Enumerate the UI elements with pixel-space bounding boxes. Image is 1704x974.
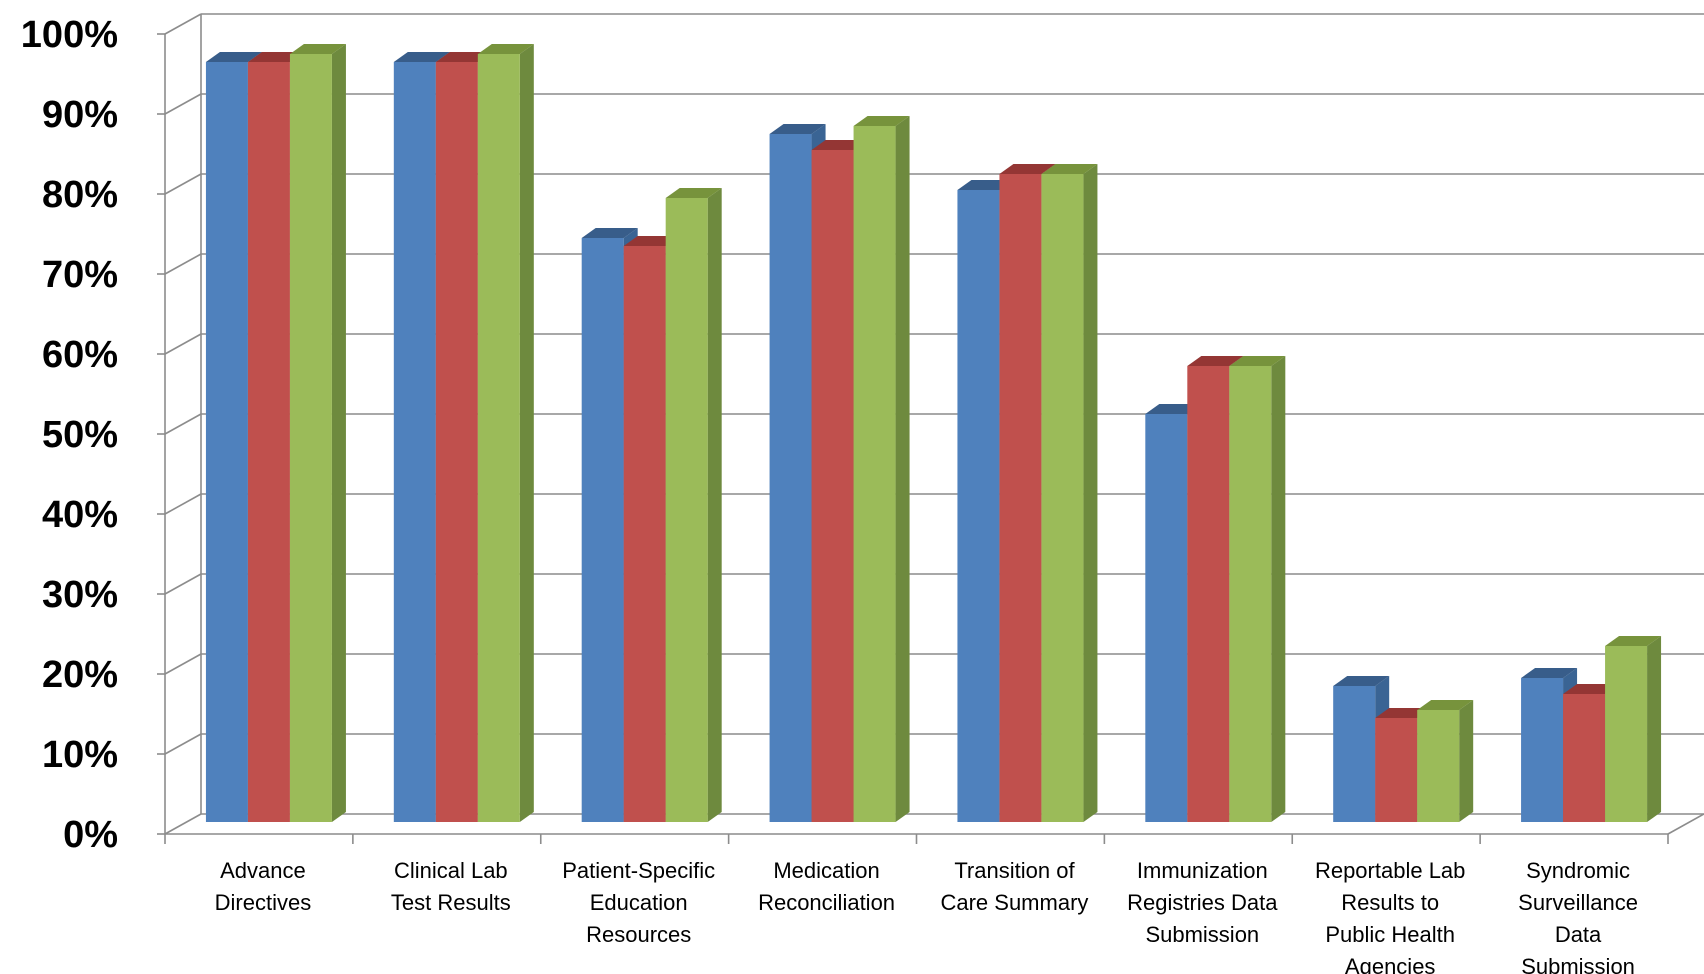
bar-side <box>519 44 534 822</box>
bar-front <box>1041 174 1084 822</box>
y-tick-label: 0% <box>63 814 118 856</box>
y-tick-label: 90% <box>42 94 118 136</box>
bar <box>477 44 534 822</box>
bar-top <box>853 116 910 126</box>
bar-front <box>665 198 708 822</box>
side-gridline <box>164 813 202 835</box>
x-tick-label: Clinical Lab Test Results <box>391 858 511 915</box>
y-tick-label: 20% <box>42 654 118 696</box>
x-axis-labels: Advance Directives Clinical Lab Test Result… <box>215 858 1638 974</box>
bar-top <box>769 124 826 134</box>
bar-top <box>205 52 262 62</box>
bar-front <box>1229 366 1272 822</box>
bar-side <box>1459 700 1474 822</box>
side-gridline <box>164 93 202 115</box>
bar-front <box>435 62 478 822</box>
bar-front <box>769 134 812 822</box>
bar-top <box>1333 676 1390 686</box>
bar-front <box>393 62 436 822</box>
bar <box>853 116 910 822</box>
side-gridline <box>164 493 202 515</box>
bar-front <box>1521 678 1564 822</box>
y-tick-label: 80% <box>42 174 118 216</box>
bar-front <box>1145 414 1188 822</box>
side-gridline <box>164 573 202 595</box>
bar-top <box>393 52 450 62</box>
x-tick-label: Syndromic Surveillance Data Submission <box>1518 858 1638 974</box>
side-gridline <box>164 253 202 275</box>
side-gridline <box>164 653 202 675</box>
y-tick-label: 40% <box>42 494 118 536</box>
y-axis-labels: 0% 10% 20% 30% 40% 50% 60% 70% 80% 90% 100% <box>21 14 118 856</box>
x-tick-label: Immunization Registries Data Submission <box>1127 858 1278 947</box>
bar-top <box>1521 668 1578 678</box>
bar-top <box>999 164 1056 174</box>
y-tick-label: 30% <box>42 574 118 616</box>
bar <box>665 188 722 822</box>
bar-front <box>853 126 896 822</box>
side-gridline <box>164 173 202 195</box>
side-gridline <box>164 333 202 355</box>
bar-side <box>707 188 722 822</box>
bar-top <box>289 44 346 54</box>
x-tick-label: Advance Directives <box>215 858 312 915</box>
bar-side <box>1271 356 1286 822</box>
floor-right-edge <box>1667 813 1704 835</box>
bars <box>205 44 1662 822</box>
x-tick-label: Reportable Lab Results to Public Health Age… <box>1315 858 1465 974</box>
bar-front <box>289 54 332 822</box>
bar <box>1417 700 1474 822</box>
bar-front <box>999 174 1042 822</box>
side-gridline <box>164 413 202 435</box>
bar <box>289 44 346 822</box>
bar <box>1041 164 1098 822</box>
bar-front <box>957 190 1000 822</box>
side-gridline <box>164 733 202 755</box>
bar-side <box>331 44 346 822</box>
y-tick-label: 50% <box>42 414 118 456</box>
y-tick-label: 100% <box>21 14 118 56</box>
bar-side <box>1647 636 1662 822</box>
bar-front <box>477 54 520 822</box>
bar-top <box>665 188 722 198</box>
x-tick-label: Patient-Specific Education Resources <box>562 858 715 947</box>
bar-front <box>247 62 290 822</box>
bar-top <box>1041 164 1098 174</box>
bar-front <box>205 62 248 822</box>
bar-top <box>1417 700 1474 710</box>
bar-front <box>1187 366 1230 822</box>
bar-side <box>895 116 910 822</box>
bar-front <box>623 246 666 822</box>
y-tick-label: 70% <box>42 254 118 296</box>
bar-top <box>1187 356 1244 366</box>
bar-front <box>1563 694 1606 822</box>
x-tick-label: Medication Reconciliation <box>758 858 895 915</box>
bar-top <box>1229 356 1286 366</box>
bar-side <box>1083 164 1098 822</box>
bar-top <box>581 228 638 238</box>
x-tick-label: Transition of Care Summary <box>940 858 1088 915</box>
side-gridline <box>164 13 202 35</box>
bar-front <box>811 150 854 822</box>
bar-front <box>1333 686 1376 822</box>
bar-top <box>1605 636 1662 646</box>
bar-top <box>477 44 534 54</box>
bar-front <box>1605 646 1648 822</box>
bar-front <box>1417 710 1460 822</box>
bar <box>1605 636 1662 822</box>
y-tick-label: 60% <box>42 334 118 376</box>
bar-front <box>1375 718 1418 822</box>
bar <box>1229 356 1286 822</box>
y-tick-label: 10% <box>42 734 118 776</box>
bar-front <box>581 238 624 822</box>
